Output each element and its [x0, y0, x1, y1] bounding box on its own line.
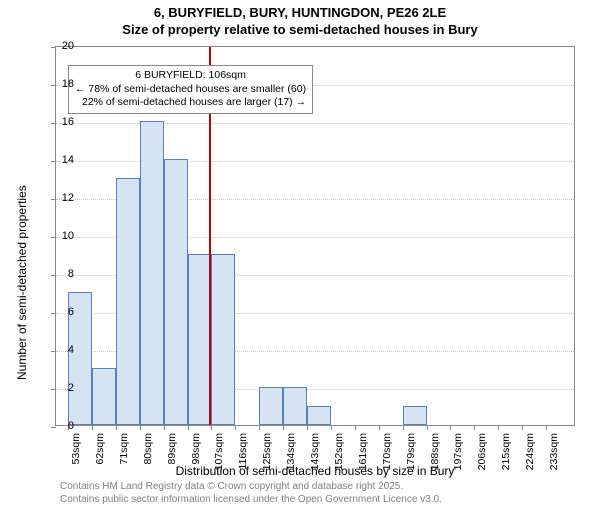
histogram-bar: [259, 387, 283, 425]
x-tick-label: 134sqm: [285, 433, 297, 470]
y-tick-label: 20: [50, 40, 74, 52]
histogram-bar: [211, 254, 235, 425]
x-tick-label: 116sqm: [237, 433, 249, 470]
x-tick: [188, 425, 189, 430]
legend-box: 6 BURYFIELD: 106sqm← 78% of semi-detache…: [68, 65, 313, 114]
y-axis-label: Number of semi-detached properties: [15, 185, 29, 380]
y-tick-label: 18: [50, 78, 74, 90]
chart-title-line1: 6, BURYFIELD, BURY, HUNTINGDON, PE26 2LE: [0, 0, 600, 22]
x-tick-label: 188sqm: [429, 433, 441, 470]
x-tick: [498, 425, 499, 430]
x-tick-label: 170sqm: [381, 433, 393, 470]
x-tick-label: 143sqm: [309, 433, 321, 470]
x-tick: [522, 425, 523, 430]
x-tick: [259, 425, 260, 430]
x-tick: [283, 425, 284, 430]
histogram-bar: [116, 178, 140, 425]
x-tick-label: 107sqm: [213, 433, 225, 470]
x-tick: [164, 425, 165, 430]
x-tick-label: 233sqm: [548, 433, 560, 470]
x-tick-label: 80sqm: [142, 433, 154, 465]
footer-attribution: Contains HM Land Registry data © Crown c…: [60, 480, 442, 506]
plot-area: 6 BURYFIELD: 106sqm← 78% of semi-detache…: [55, 46, 575, 426]
legend-line2: ← 78% of semi-detached houses are smalle…: [75, 83, 306, 97]
x-tick: [211, 425, 212, 430]
histogram-bar: [403, 406, 427, 425]
x-tick-label: 215sqm: [500, 433, 512, 470]
footer-line1: Contains HM Land Registry data © Crown c…: [60, 481, 403, 492]
chart-title-line2: Size of property relative to semi-detach…: [0, 22, 600, 37]
x-tick: [379, 425, 380, 430]
histogram-bar: [92, 368, 116, 425]
x-tick: [546, 425, 547, 430]
x-tick-label: 53sqm: [70, 433, 82, 465]
x-tick: [355, 425, 356, 430]
x-tick: [474, 425, 475, 430]
x-tick-label: 89sqm: [166, 433, 178, 465]
x-tick: [235, 425, 236, 430]
histogram-bar: [283, 387, 307, 425]
x-tick: [450, 425, 451, 430]
x-tick-label: 179sqm: [405, 433, 417, 470]
x-tick: [403, 425, 404, 430]
y-tick-label: 14: [50, 154, 74, 166]
histogram-bar: [140, 121, 164, 425]
y-gridline: [56, 123, 574, 124]
x-tick-label: 125sqm: [261, 433, 273, 470]
x-tick: [140, 425, 141, 430]
y-tick-label: 6: [50, 306, 74, 318]
histogram-bar: [307, 406, 331, 425]
y-tick-label: 0: [50, 420, 74, 432]
legend-line3: 22% of semi-detached houses are larger (…: [75, 96, 306, 110]
x-tick-label: 197sqm: [452, 433, 464, 470]
x-tick: [116, 425, 117, 430]
y-tick-label: 16: [50, 116, 74, 128]
x-tick: [307, 425, 308, 430]
legend-line1: 6 BURYFIELD: 106sqm: [75, 69, 306, 83]
y-tick-label: 12: [50, 192, 74, 204]
x-tick: [331, 425, 332, 430]
x-tick-label: 71sqm: [118, 433, 130, 465]
x-tick: [427, 425, 428, 430]
x-tick-label: 152sqm: [333, 433, 345, 470]
x-tick-label: 98sqm: [190, 433, 202, 465]
y-tick-label: 4: [50, 344, 74, 356]
y-tick-label: 2: [50, 382, 74, 394]
x-tick-label: 224sqm: [524, 433, 536, 470]
histogram-bar: [164, 159, 188, 425]
x-tick: [92, 425, 93, 430]
y-gridline: [56, 161, 574, 162]
y-tick-label: 10: [50, 230, 74, 242]
y-tick-label: 8: [50, 268, 74, 280]
x-tick-label: 62sqm: [94, 433, 106, 465]
x-tick-label: 161sqm: [357, 433, 369, 470]
x-tick-label: 206sqm: [476, 433, 488, 470]
plot-container: 6 BURYFIELD: 106sqm← 78% of semi-detache…: [55, 46, 575, 426]
